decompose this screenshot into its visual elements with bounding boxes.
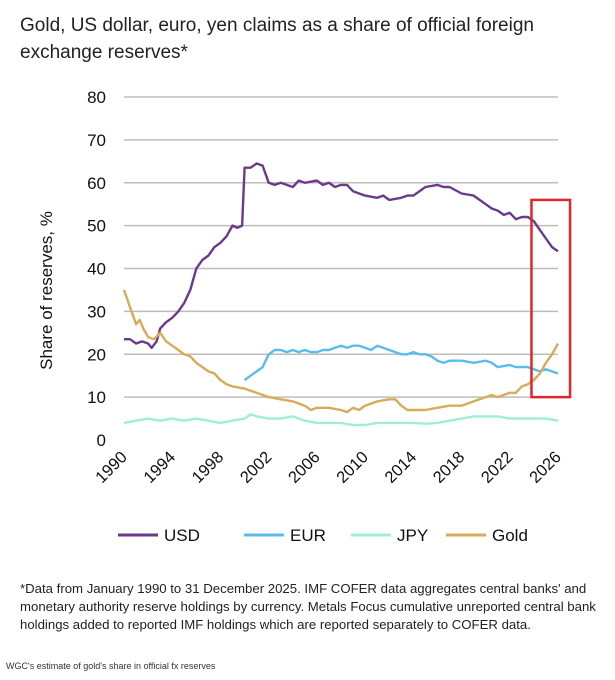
x-tick-label: 2014 (381, 448, 420, 487)
footnote: *Data from January 1990 to 31 December 2… (20, 581, 596, 632)
x-tick-label: 2018 (430, 448, 469, 487)
x-tick-label: 1998 (189, 448, 228, 487)
x-tick-label: 2010 (333, 448, 372, 487)
image-caption: WGC's estimate of gold's share in offici… (6, 661, 216, 671)
y-tick-label: 70 (87, 131, 106, 150)
x-tick-label: 2026 (526, 448, 565, 487)
series-line-usd (124, 162, 559, 349)
x-tick-label: 2022 (478, 448, 517, 487)
series-line-gold (122, 289, 560, 414)
series-line-jpy (123, 413, 559, 427)
highlight-box (530, 198, 572, 399)
y-tick-label: 80 (87, 88, 106, 107)
y-tick-label: 30 (87, 302, 106, 321)
y-tick-label: 0 (97, 431, 106, 450)
y-tick-label: 20 (87, 345, 106, 364)
x-tick-label: 1994 (140, 448, 179, 487)
y-tick-label: 60 (87, 174, 106, 193)
legend-label-usd: USD (164, 526, 200, 545)
legend-label-eur: EUR (290, 526, 326, 545)
x-tick-label: 2002 (237, 448, 276, 487)
legend-label-jpy: JPY (397, 526, 428, 545)
legend-label-gold: Gold (492, 526, 528, 545)
series-line-eur (243, 344, 559, 381)
y-tick-label: 10 (87, 388, 106, 407)
x-tick-label: 1990 (92, 448, 131, 487)
y-tick-label: 50 (87, 217, 106, 236)
y-axis-label: Share of reserves, % (37, 211, 56, 370)
chart-title: Gold, US dollar, euro, yen claims as a s… (20, 15, 534, 63)
y-tick-label: 40 (87, 260, 106, 279)
x-tick-label: 2006 (285, 448, 324, 487)
